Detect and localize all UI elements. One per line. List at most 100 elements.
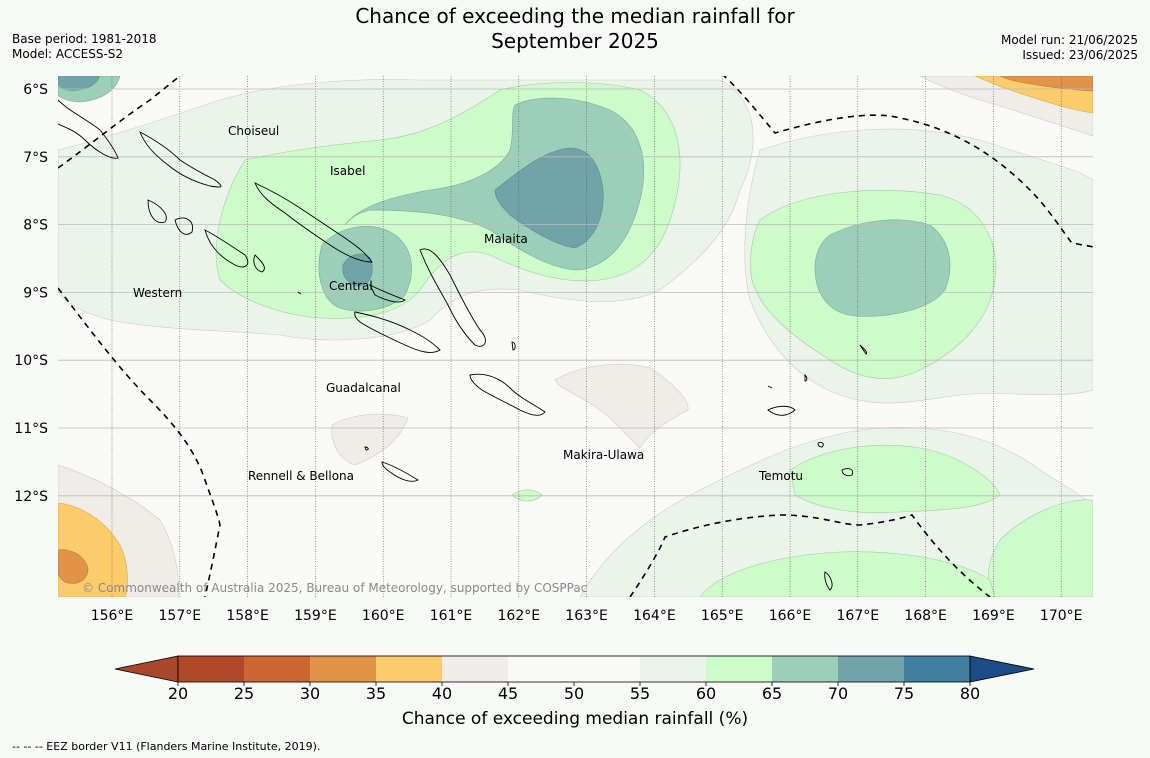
bougainville-coast	[58, 99, 119, 159]
eez-line-south	[629, 514, 991, 597]
run-info: Model run: 21/06/2025 Issued: 23/06/2025	[1001, 33, 1138, 63]
colorbar-swatch	[508, 656, 574, 682]
colorbar-swatch	[310, 656, 376, 682]
colorbar-tick-label: 55	[630, 684, 650, 703]
colorbar-low-extension	[114, 655, 179, 683]
longitude-label: 164°E	[633, 608, 676, 624]
colorbar-swatch	[640, 656, 706, 682]
colorbar-tick-label: 75	[894, 684, 914, 703]
region-label: Makira-Ulawa	[563, 448, 644, 462]
issued-date: Issued: 23/06/2025	[1022, 48, 1138, 62]
longitude-label: 169°E	[972, 608, 1015, 624]
small-islets	[297, 291, 868, 451]
nggela-coast	[368, 283, 406, 303]
guadalcanal-coast	[354, 311, 441, 353]
colorbar-tick-label: 45	[498, 684, 518, 703]
eez-line-west	[58, 287, 221, 597]
longitude-label: 158°E	[226, 608, 269, 624]
colorbar-swatch	[574, 656, 640, 682]
colorbar-tick-label: 50	[564, 684, 584, 703]
longitude-label: 168°E	[904, 608, 947, 624]
colorbar-swatch	[376, 656, 442, 682]
model-run: Model run: 21/06/2025	[1000, 33, 1138, 47]
region-label: Guadalcanal	[326, 381, 401, 395]
colorbar-tick-label: 65	[762, 684, 782, 703]
longitude-label: 162°E	[498, 608, 541, 624]
colorbar-swatch	[838, 656, 904, 682]
colorbar-high-extension	[969, 655, 1035, 683]
model-name: Model: ACCESS-S2	[12, 47, 124, 61]
contour-40-45-south	[331, 413, 409, 466]
latitude-label: 11°S	[14, 421, 48, 437]
title-line-1: Chance of exceeding the median rainfall …	[355, 4, 795, 28]
colorbar-swatch	[904, 656, 970, 682]
region-label: Choiseul	[228, 124, 279, 138]
region-label: Central	[329, 279, 373, 293]
new-georgia-coast	[147, 199, 265, 273]
latitude-label: 9°S	[23, 285, 48, 301]
contour-60-65-small	[511, 489, 543, 502]
longitude-label: 170°E	[1040, 608, 1083, 624]
colorbar-tick-label: 25	[234, 684, 254, 703]
region-label: Western	[133, 286, 182, 300]
eez-line-ne	[722, 76, 1093, 248]
title-line-2: September 2025	[491, 29, 659, 53]
isabel-coast	[254, 182, 373, 263]
map-title: Chance of exceeding the median rainfall …	[0, 4, 1150, 54]
colorbar-swatch	[442, 656, 508, 682]
contour-30-35-sw	[58, 549, 89, 584]
longitude-label: 163°E	[565, 608, 608, 624]
longitude-label: 156°E	[91, 608, 134, 624]
latitude-label: 10°S	[14, 353, 48, 369]
contour-70-75-north	[494, 147, 604, 249]
forecast-map: © Commonwealth of Australia 2025, Bureau…	[58, 76, 1093, 597]
temotu-islands-coast	[817, 441, 854, 591]
makira-coast	[469, 373, 546, 416]
longitude-label: 166°E	[769, 608, 812, 624]
colorbar-swatch	[772, 656, 838, 682]
latitude-label: 7°S	[23, 150, 48, 166]
region-label: Malaita	[484, 232, 528, 246]
colorbar-tick-label: 35	[366, 684, 386, 703]
eez-footnote: -- -- -- EEZ border V11 (Flanders Marine…	[12, 740, 321, 753]
region-label: Temotu	[758, 469, 803, 483]
contour-60-65-southeast	[987, 499, 1093, 597]
colorbar	[114, 655, 1035, 683]
santa-cruz-coast	[767, 405, 796, 416]
contour-30-35-ne	[999, 76, 1093, 92]
latitude-label: 12°S	[14, 489, 48, 505]
graticule	[58, 76, 1093, 597]
latitude-labels: 6°S 7°S 8°S 9°S 10°S 11°S 12°S	[14, 82, 48, 505]
latitude-label: 6°S	[23, 82, 48, 98]
colorbar-tick-label: 60	[696, 684, 716, 703]
colorbar-swatch	[706, 656, 772, 682]
rennell-coast	[381, 461, 419, 482]
model-info: Base period: 1981-2018 Model: ACCESS-S2	[12, 32, 157, 62]
longitude-label: 167°E	[837, 608, 880, 624]
longitude-labels: 156°E 157°E 158°E 159°E 160°E 161°E 162°E 163°E…	[91, 608, 1083, 624]
colorbar-tick-label: 20	[168, 684, 188, 703]
colorbar-tick-labels: 20 25 30 35 40 45 50 55 60 65 70 75 80	[168, 682, 980, 703]
longitude-label: 157°E	[159, 608, 202, 624]
contour-40-45-center	[554, 363, 689, 449]
colorbar-tick-label: 40	[432, 684, 452, 703]
longitude-label: 160°E	[362, 608, 405, 624]
colorbar-tick-label: 80	[960, 684, 980, 703]
base-period: Base period: 1981-2018	[12, 32, 157, 46]
contour-70-75-central	[342, 253, 373, 287]
longitude-label: 165°E	[701, 608, 744, 624]
eez-border	[58, 76, 1093, 597]
contour-65-70-east	[814, 219, 951, 317]
colorbar-swatch	[244, 656, 310, 682]
contour-60-65-bottom	[699, 551, 996, 597]
colorbar-title: Chance of exceeding median rainfall (%)	[401, 709, 749, 729]
copyright-text: © Commonwealth of Australia 2025, Bureau…	[82, 581, 587, 595]
colorbar-swatch	[178, 656, 244, 682]
coastlines	[58, 99, 868, 591]
colorbar-tick-label: 30	[300, 684, 320, 703]
region-label: Isabel	[330, 164, 365, 178]
longitude-label: 161°E	[430, 608, 473, 624]
latitude-label: 8°S	[23, 218, 48, 234]
choiseul-coast	[139, 131, 222, 188]
